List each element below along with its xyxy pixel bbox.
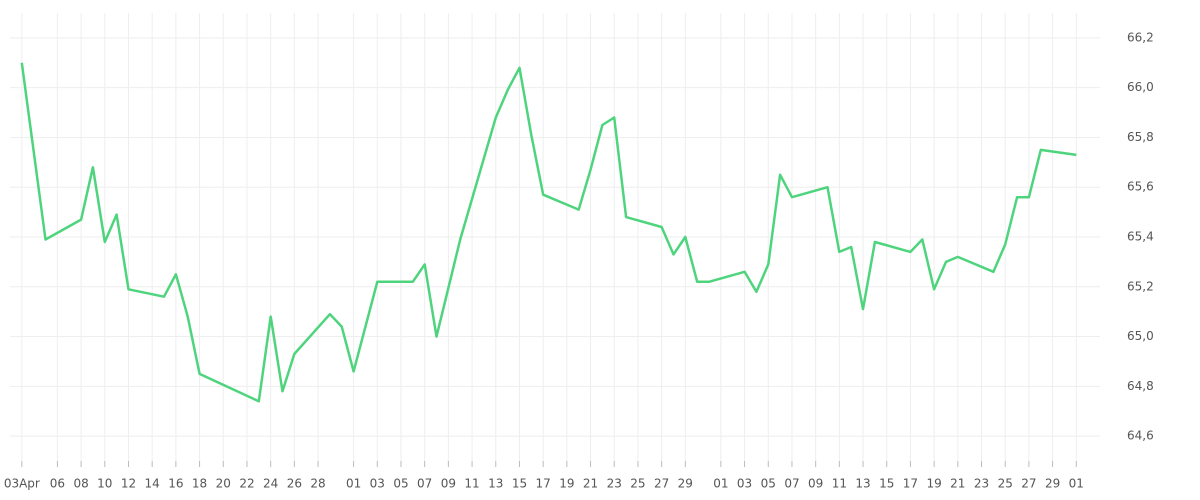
- x-tick-label: 27: [654, 477, 669, 491]
- x-tick-label: 28: [310, 477, 325, 491]
- x-tick-label: 15: [512, 477, 527, 491]
- x-tick-label: 15: [879, 477, 894, 491]
- x-tick-label: 07: [417, 477, 432, 491]
- x-tick-label: 23: [974, 477, 989, 491]
- x-tick-label: 09: [808, 477, 823, 491]
- price-line: [20, 62, 1077, 403]
- x-tick-label: 05: [393, 477, 408, 491]
- x-tick-label: 23: [607, 477, 622, 491]
- x-tick-label: 17: [536, 477, 551, 491]
- x-tick-label: 17: [903, 477, 918, 491]
- y-tick-label: 65,6: [1127, 180, 1154, 194]
- x-tick-label: 19: [926, 477, 941, 491]
- x-tick-label: 01: [1069, 477, 1084, 491]
- x-tick-label: 07: [784, 477, 799, 491]
- y-tick-label: 65,2: [1127, 279, 1154, 293]
- x-tick-label: 18: [192, 477, 207, 491]
- x-tick-label: 08: [73, 477, 88, 491]
- x-tick-label: 22: [239, 477, 254, 491]
- x-tick-label: 13: [855, 477, 870, 491]
- x-tick-label: 05: [761, 477, 776, 491]
- x-tick-label: 12: [121, 477, 136, 491]
- x-tick-label: 26: [287, 477, 302, 491]
- x-tick-label: 03: [737, 477, 752, 491]
- x-tick-label: 24: [263, 477, 278, 491]
- x-tick-label: 25: [998, 477, 1013, 491]
- x-tick-label: 11: [832, 477, 847, 491]
- y-tick-label: 65,8: [1127, 130, 1154, 144]
- x-tick-label: 11: [464, 477, 479, 491]
- x-tick-label: 03Apr: [4, 477, 40, 491]
- x-tick-label: 13: [488, 477, 503, 491]
- y-tick-label: 66,0: [1127, 80, 1154, 94]
- x-tick-label: 25: [630, 477, 645, 491]
- y-tick-label: 65,0: [1127, 329, 1154, 343]
- x-tick-label: 03: [370, 477, 385, 491]
- x-tick-label: 21: [583, 477, 598, 491]
- x-tick-label: 29: [678, 477, 693, 491]
- x-tick-label: 06: [50, 477, 65, 491]
- y-tick-label: 64,8: [1127, 379, 1154, 393]
- x-tick-label: 01: [346, 477, 361, 491]
- x-tick-label: 29: [1045, 477, 1060, 491]
- x-tick-label: 21: [950, 477, 965, 491]
- x-tick-label: 01: [713, 477, 728, 491]
- y-tick-label: 66,2: [1127, 30, 1154, 44]
- x-tick-label: 16: [168, 477, 183, 491]
- x-tick-label: 10: [97, 477, 112, 491]
- y-tick-label: 65,4: [1127, 230, 1154, 244]
- y-tick-label: 64,6: [1127, 429, 1154, 443]
- x-tick-label: 27: [1021, 477, 1036, 491]
- x-tick-label: 14: [145, 477, 160, 491]
- x-tick-label: 09: [441, 477, 456, 491]
- x-tick-label: 19: [559, 477, 574, 491]
- x-tick-label: 20: [216, 477, 231, 491]
